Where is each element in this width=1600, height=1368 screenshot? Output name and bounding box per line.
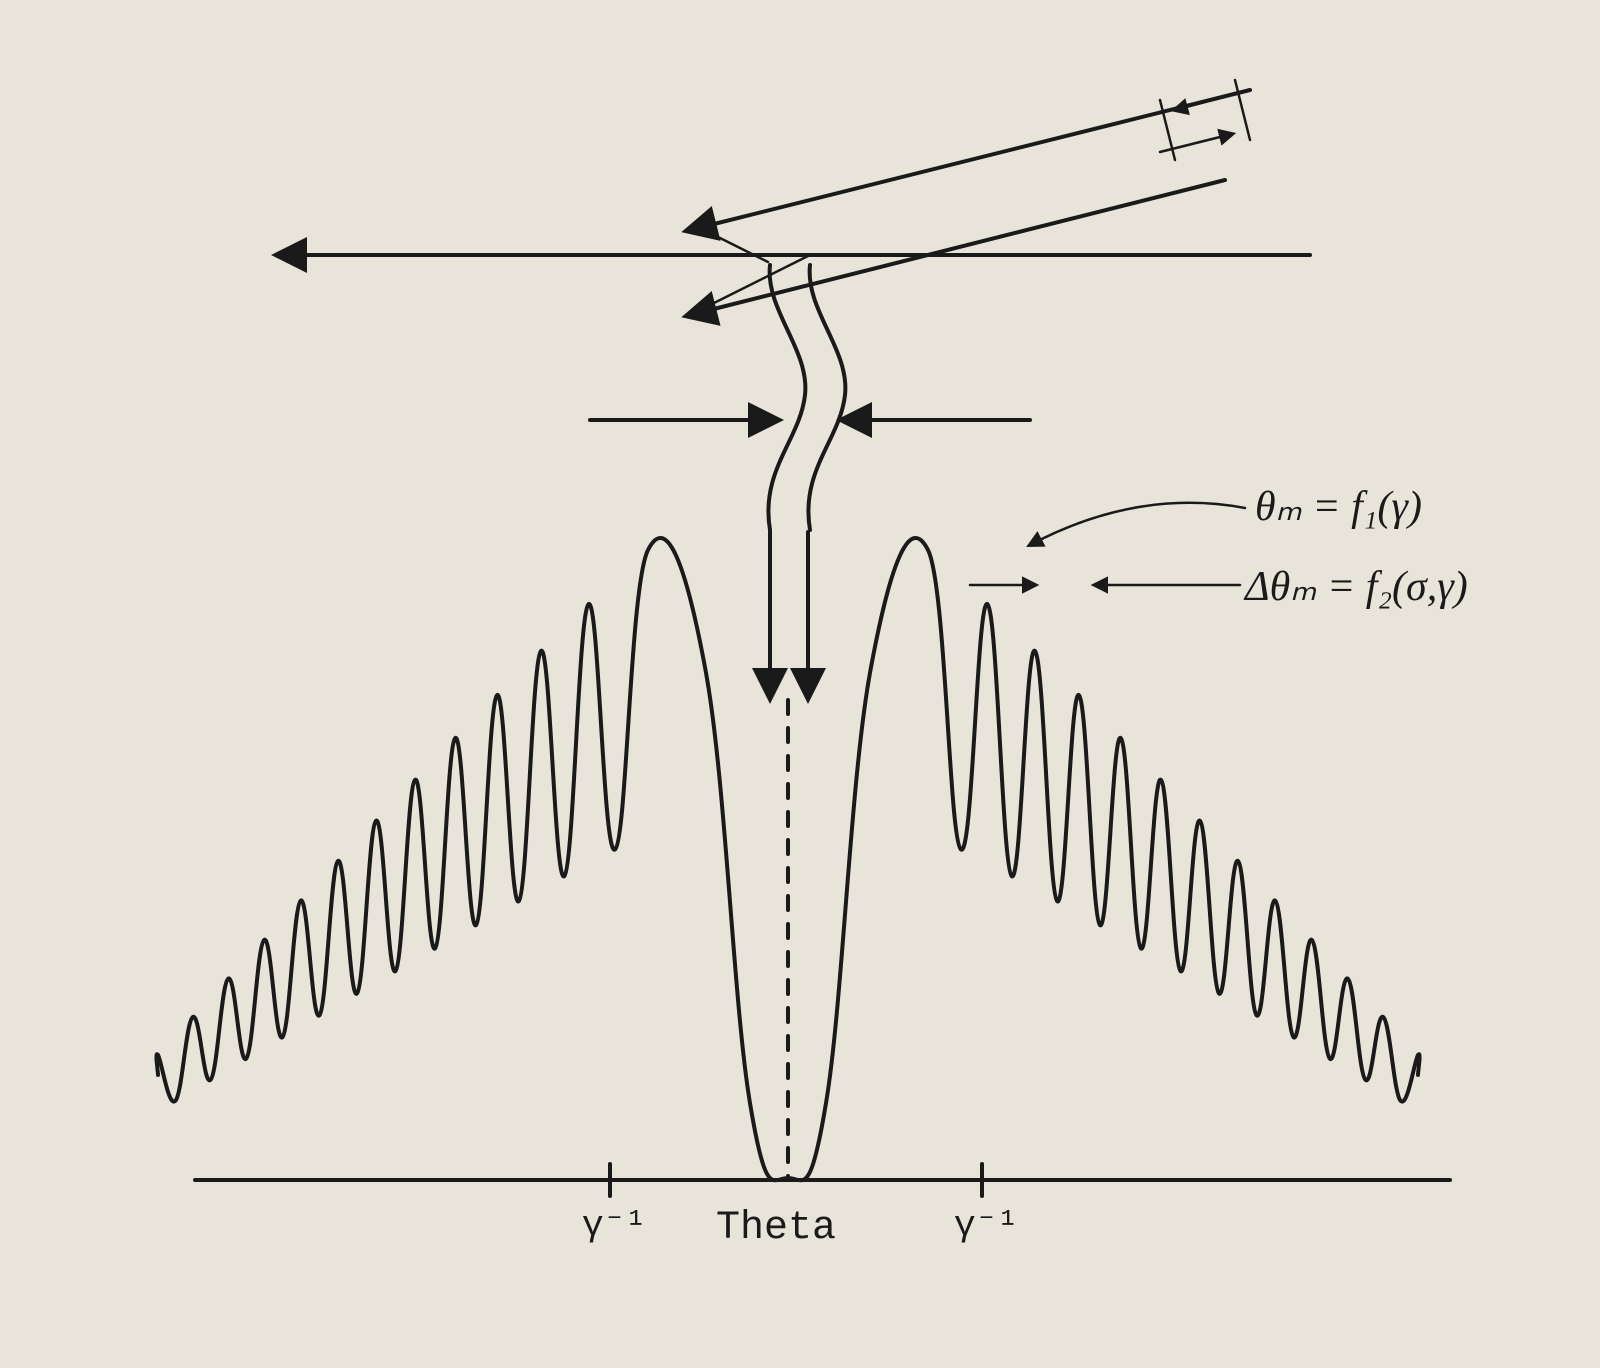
theta-m-label: θₘ = f₁(γ) (1255, 484, 1422, 530)
axis-tick-label: γ⁻¹ (582, 1205, 647, 1246)
background (0, 0, 1600, 1368)
axis-label: Theta (716, 1206, 836, 1251)
dtheta-m-label: Δθₘ = f₂(σ,γ) (1243, 564, 1468, 610)
axis-tick-label: γ⁻¹ (954, 1205, 1019, 1246)
